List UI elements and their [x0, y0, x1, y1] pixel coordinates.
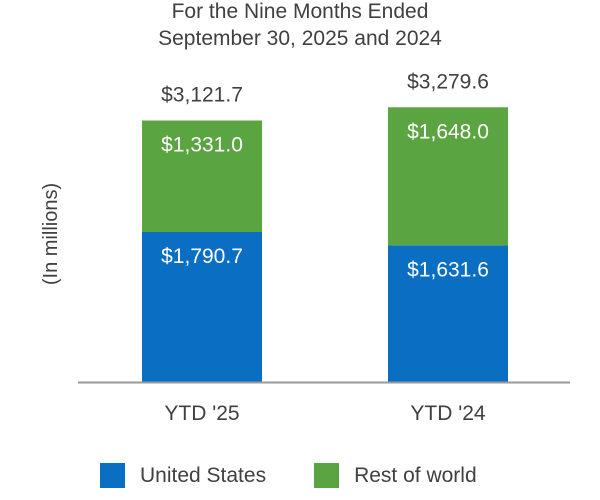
chart-title: For the Nine Months Ended [171, 0, 429, 23]
legend-label-united-states: United States [140, 463, 267, 487]
data-label-united-states-0: $1,790.7 [161, 245, 243, 268]
bar-united-states-0 [142, 231, 262, 382]
legend: United States Rest of world [100, 463, 525, 488]
legend-swatch-united-states [100, 463, 125, 488]
bar-rest-of-world-1 [388, 107, 508, 246]
data-label-rest-of-world-1: $1,648.0 [407, 120, 489, 143]
data-label-united-states-1: $1,631.6 [407, 258, 489, 281]
legend-swatch-rest-of-world [314, 463, 340, 488]
total-label-1: $3,279.6 [407, 70, 489, 93]
x-tick-label-0: YTD '25 [164, 402, 239, 425]
legend-item-rest-of-world: Rest of world [314, 463, 477, 488]
total-label-0: $3,121.7 [161, 84, 243, 107]
legend-item-united-states: United States [100, 463, 266, 488]
chart-subtitle: September 30, 2025 and 2024 [158, 27, 442, 50]
bar-rest-of-world-0 [142, 120, 262, 232]
legend-label-rest-of-world: Rest of world [354, 463, 477, 487]
x-tick-label-1: YTD '24 [410, 402, 486, 425]
bar-united-states-1 [388, 245, 508, 382]
data-label-rest-of-world-0: $1,331.0 [161, 134, 243, 157]
y-axis-label: (In millions) [40, 183, 62, 285]
